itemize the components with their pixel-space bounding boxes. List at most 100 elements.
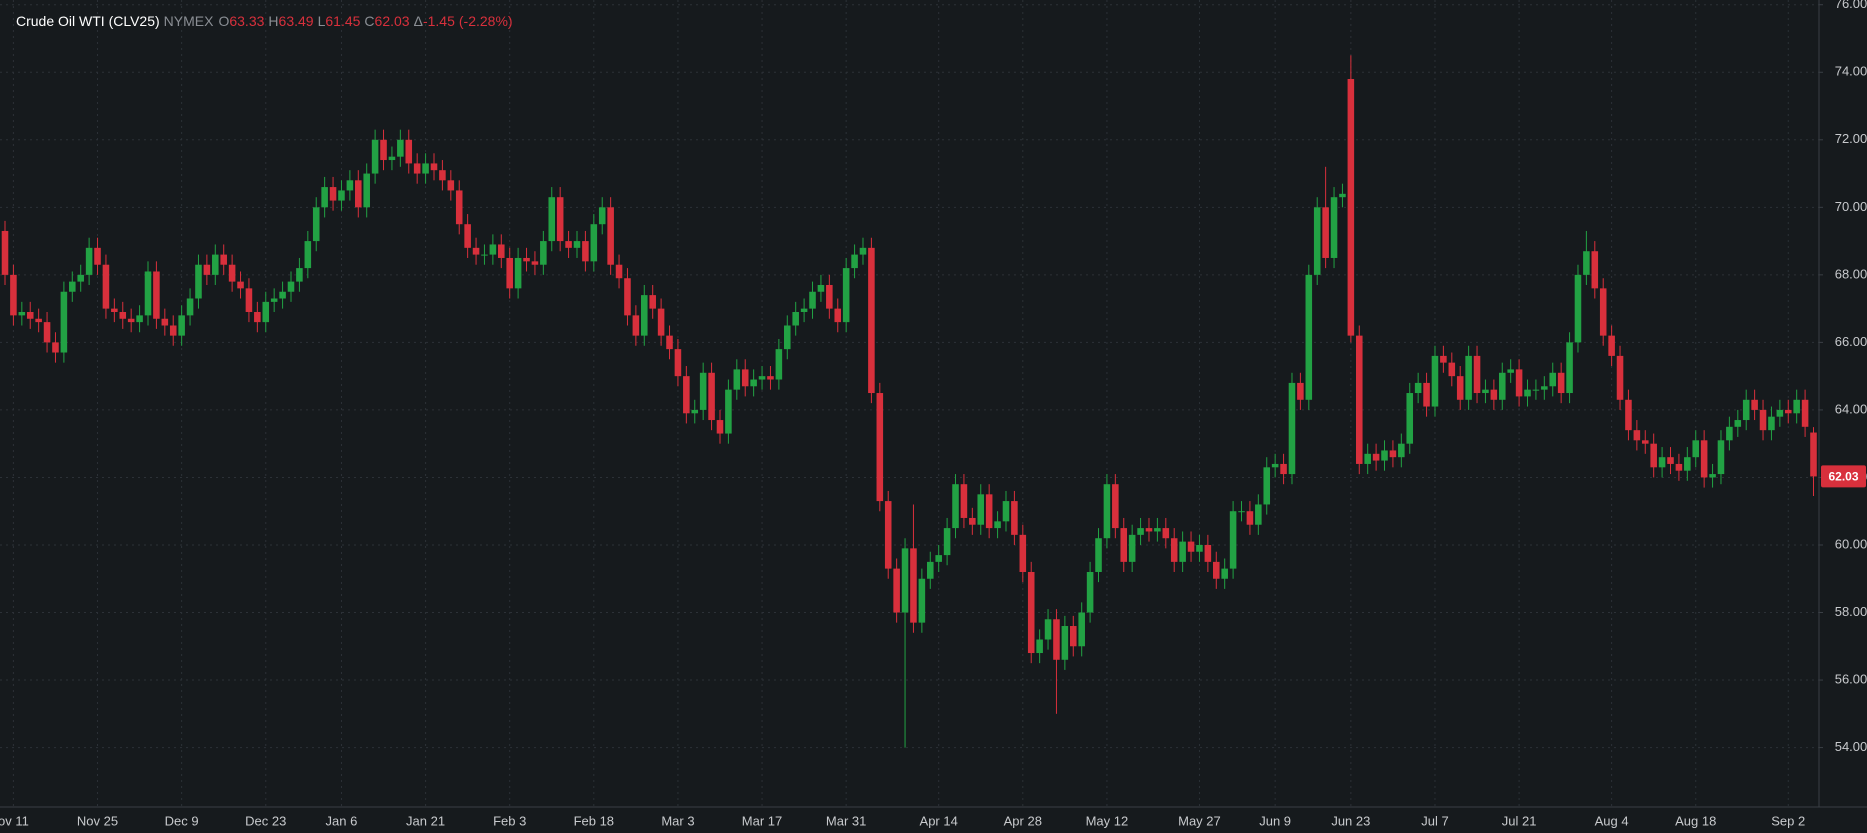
candle-body xyxy=(1810,432,1817,477)
candle-body xyxy=(943,528,951,556)
x-tick-label: Jun 9 xyxy=(1259,813,1291,828)
candle-body xyxy=(632,315,640,336)
y-tick-label: 64.00 xyxy=(1835,401,1867,416)
candle-body xyxy=(683,376,690,414)
candle-body xyxy=(245,288,253,312)
candle-body xyxy=(1650,443,1657,468)
candle-body xyxy=(1246,511,1254,525)
candle-body xyxy=(1027,571,1035,654)
candle-body xyxy=(270,298,278,302)
candle-body xyxy=(657,308,665,336)
candle-body xyxy=(1364,453,1371,464)
candle-body xyxy=(851,254,858,269)
candle-body xyxy=(708,372,715,421)
candle-body xyxy=(1574,274,1582,343)
candle-body xyxy=(666,335,673,350)
candle-body xyxy=(506,257,513,289)
candle-body xyxy=(834,308,842,323)
candle-body xyxy=(1675,463,1683,471)
candle-body xyxy=(338,190,345,201)
x-tick-label: May 27 xyxy=(1178,813,1221,828)
candle-body xyxy=(1726,426,1733,441)
candle-body xyxy=(1162,528,1170,539)
y-tick-label: 60.00 xyxy=(1835,536,1867,551)
candle-body xyxy=(1557,372,1565,394)
candle-body xyxy=(1742,399,1750,421)
candle-body xyxy=(1440,355,1447,363)
candle-body xyxy=(1465,355,1472,400)
x-tick-label: Dec 23 xyxy=(245,813,286,828)
candle-body xyxy=(531,261,539,265)
y-tick-label: 58.00 xyxy=(1835,604,1867,619)
candle-body xyxy=(1229,511,1237,569)
y-tick-label: 66.00 xyxy=(1835,334,1867,349)
grid xyxy=(0,0,1819,807)
candle-body xyxy=(1709,474,1716,478)
candle-body xyxy=(590,224,598,262)
candle-body xyxy=(1658,457,1666,468)
candle-body xyxy=(1734,420,1742,427)
candle-body xyxy=(346,180,354,191)
candle-body xyxy=(817,284,825,292)
candle-body xyxy=(43,322,51,343)
candle-body xyxy=(1002,501,1010,522)
candle-body xyxy=(893,568,900,613)
candle-body xyxy=(1061,626,1069,660)
candle-body xyxy=(77,274,84,282)
candle-body xyxy=(1498,372,1506,400)
candle-body xyxy=(1389,450,1397,458)
candle-body xyxy=(380,139,387,161)
candle-body xyxy=(1372,453,1380,461)
x-tick-label: Jan 21 xyxy=(406,813,445,828)
candle-body xyxy=(800,308,808,312)
y-tick-label: 56.00 xyxy=(1835,671,1867,686)
candle-body xyxy=(1263,467,1271,505)
candle-body xyxy=(969,517,976,525)
candle-body xyxy=(607,207,614,265)
candle-body xyxy=(926,561,934,579)
candle-body xyxy=(548,197,556,242)
candle-body xyxy=(237,281,244,289)
candle-body xyxy=(312,207,320,242)
candle-body xyxy=(203,264,211,275)
candle-body xyxy=(842,268,850,323)
candle-body xyxy=(1431,355,1439,407)
candle-body xyxy=(565,241,572,248)
candle-body xyxy=(1414,382,1422,394)
candle-body xyxy=(1280,463,1287,475)
candle-body xyxy=(750,379,757,387)
x-tick-label: Nov 25 xyxy=(77,813,118,828)
candle-body xyxy=(598,207,606,225)
candle-body xyxy=(439,170,446,181)
candle-body xyxy=(69,281,76,292)
candle-body xyxy=(136,315,143,323)
candle-body xyxy=(910,548,917,623)
candle-body xyxy=(1507,369,1514,373)
close-value: 62.03 xyxy=(375,13,410,29)
candle-body xyxy=(60,291,68,353)
candle-body xyxy=(1011,501,1018,535)
candle-body xyxy=(1700,440,1708,478)
candle-body xyxy=(1692,440,1700,458)
candle-body xyxy=(918,578,926,623)
candle-body xyxy=(994,521,1001,529)
exchange: NYMEX xyxy=(164,13,214,29)
candle-body xyxy=(94,247,101,265)
candle-body xyxy=(1330,197,1338,258)
candle-body xyxy=(1473,355,1481,394)
candle-body xyxy=(1625,399,1632,431)
candle-body xyxy=(1120,528,1128,562)
candle-body xyxy=(1524,389,1531,397)
candle-body xyxy=(1355,335,1363,464)
candle-body xyxy=(262,301,270,323)
x-tick-label: Jun 23 xyxy=(1331,813,1370,828)
candle-body xyxy=(624,278,631,316)
candle-body xyxy=(228,264,236,282)
candle-body xyxy=(1128,534,1136,562)
candle-body xyxy=(1,230,9,275)
x-tick-label: Feb 3 xyxy=(493,813,526,828)
candle-body xyxy=(868,247,875,394)
candle-body xyxy=(119,311,127,319)
candle-body xyxy=(178,315,185,336)
